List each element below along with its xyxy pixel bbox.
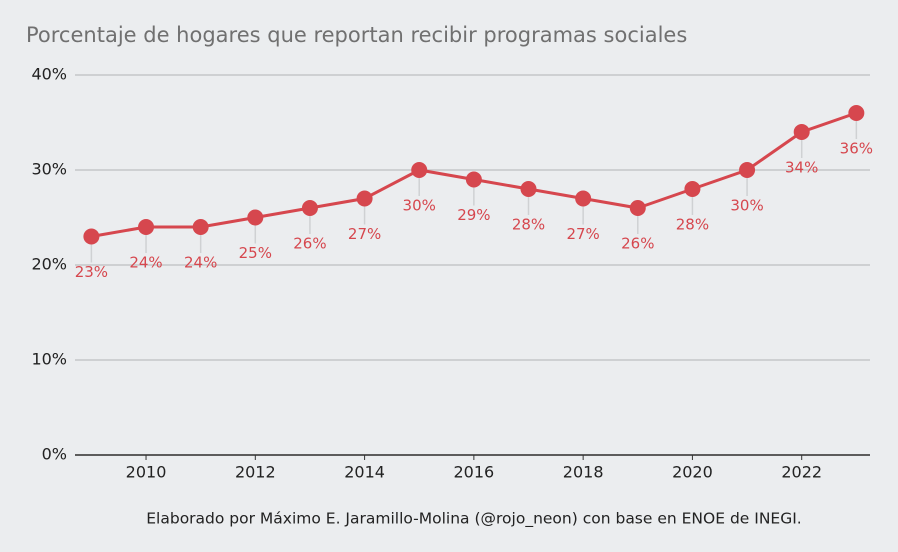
x-tick-label: 2016 (454, 463, 495, 482)
chart-title: Porcentaje de hogares que reportan recib… (26, 23, 687, 47)
y-tick-label: 20% (31, 255, 67, 274)
value-label: 24% (129, 254, 162, 272)
point (793, 124, 810, 140)
x-tick-label: 2010 (126, 463, 167, 482)
x-tick-label: 2012 (235, 463, 276, 482)
y-tick-label: 30% (31, 160, 67, 179)
value-label: 27% (566, 225, 599, 243)
y-tick-label: 40% (31, 65, 67, 84)
x-tick-label: 2014 (344, 463, 385, 482)
point (739, 162, 756, 178)
value-label: 29% (457, 206, 490, 224)
value-label: 25% (239, 244, 272, 262)
caption: Elaborado por Máximo E. Jaramillo-Molina… (146, 510, 801, 529)
point (411, 162, 428, 178)
value-label: 28% (676, 216, 709, 234)
point (465, 171, 482, 188)
y-tick-label: 0% (42, 445, 67, 464)
value-label: 34% (785, 159, 818, 177)
point (247, 209, 264, 226)
value-label: 26% (293, 235, 326, 253)
point (684, 181, 701, 197)
y-tick-label: 10% (31, 350, 67, 369)
value-label: 36% (840, 140, 873, 158)
point (848, 105, 865, 121)
point (138, 219, 155, 235)
value-label: 30% (730, 197, 763, 215)
point (83, 228, 100, 245)
point (192, 219, 209, 235)
x-tick-label: 2020 (672, 463, 713, 482)
point (575, 190, 592, 207)
point (301, 200, 318, 216)
x-tick-label: 2022 (781, 463, 822, 482)
value-label: 28% (512, 216, 545, 234)
value-label: 27% (348, 225, 381, 243)
point (629, 200, 646, 216)
point (520, 181, 537, 197)
value-label: 23% (75, 263, 108, 281)
value-label: 24% (184, 254, 217, 272)
value-label: 30% (403, 197, 436, 215)
x-tick-label: 2018 (563, 463, 604, 482)
point (356, 190, 373, 207)
value-label: 26% (621, 235, 654, 253)
